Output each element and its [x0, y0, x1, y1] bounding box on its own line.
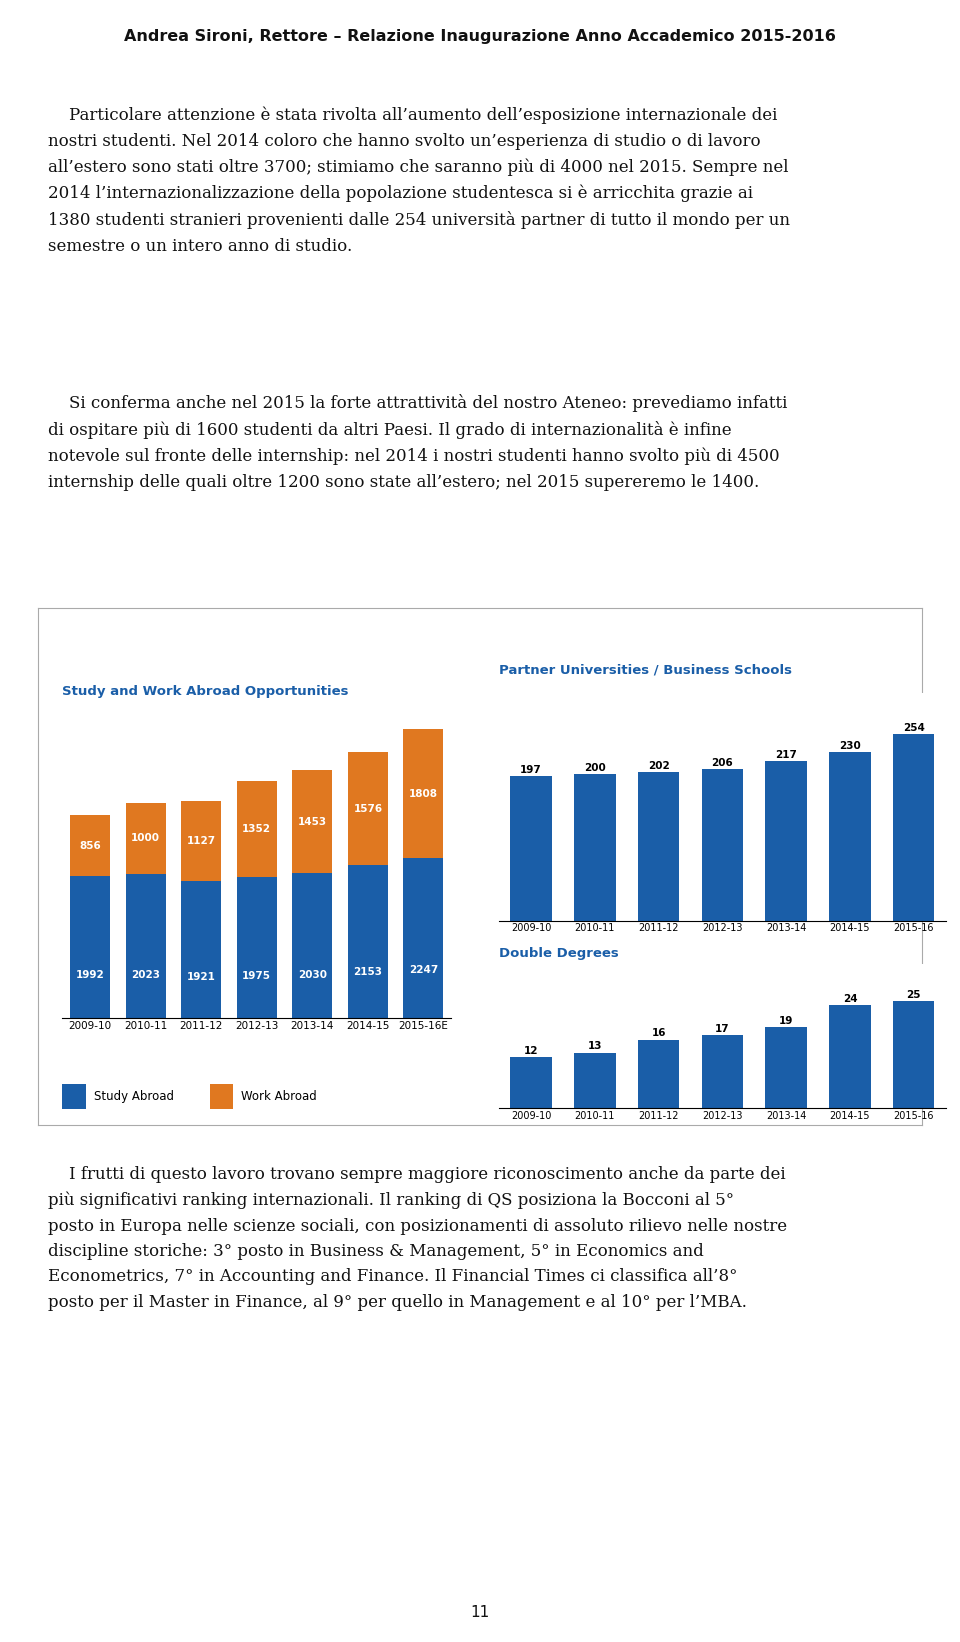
Text: 2153: 2153 [353, 967, 382, 977]
Text: International Exposure of Students: International Exposure of Students [287, 573, 673, 593]
Text: 11: 11 [470, 1604, 490, 1621]
Text: 1992: 1992 [76, 970, 105, 980]
Text: 1000: 1000 [132, 832, 160, 844]
Bar [293, 874, 332, 1018]
Text: I frutti di questo lavoro trovano sempre maggiore riconoscimento anche da parte : I frutti di questo lavoro trovano sempre… [48, 1166, 787, 1310]
Text: Andrea Sironi, Rettore – Relazione Inaugurazione Anno Accademico 2015-2016: Andrea Sironi, Rettore – Relazione Inaug… [124, 28, 836, 44]
Bar [403, 729, 444, 859]
Text: 254: 254 [902, 722, 924, 734]
Bar [574, 1053, 615, 1108]
Bar [70, 814, 110, 877]
Bar [62, 1084, 85, 1110]
Text: 197: 197 [520, 765, 542, 775]
Text: 206: 206 [711, 759, 733, 768]
Text: 1808: 1808 [409, 788, 438, 798]
Bar [126, 874, 166, 1018]
Text: 17: 17 [715, 1025, 730, 1034]
Text: 1921: 1921 [187, 972, 216, 982]
Bar [126, 803, 166, 874]
Bar [765, 1026, 807, 1108]
Bar [210, 1084, 233, 1110]
Bar [70, 877, 110, 1018]
Bar [348, 752, 388, 865]
Bar [637, 772, 680, 921]
Text: 230: 230 [839, 741, 861, 750]
Text: 19: 19 [779, 1015, 793, 1026]
Text: Study and Work Abroad Opportunities: Study and Work Abroad Opportunities [62, 685, 348, 698]
Bar [765, 762, 807, 921]
Bar [702, 1036, 743, 1108]
Text: Study Abroad: Study Abroad [93, 1090, 174, 1103]
Text: 1127: 1127 [186, 836, 216, 846]
Text: 200: 200 [584, 764, 606, 773]
Text: 2023: 2023 [132, 970, 160, 980]
Text: 25: 25 [906, 990, 921, 1000]
Bar [893, 1002, 934, 1108]
Bar [893, 734, 934, 921]
Bar [237, 782, 276, 877]
Text: 202: 202 [648, 762, 669, 772]
Bar [829, 752, 871, 921]
Bar [637, 1039, 680, 1108]
Text: 217: 217 [776, 750, 797, 760]
Bar [181, 801, 221, 882]
Text: 24: 24 [843, 993, 857, 1003]
Text: 1453: 1453 [298, 816, 327, 826]
Bar [293, 770, 332, 874]
Bar [511, 1057, 552, 1108]
Text: Si conferma anche nel 2015 la forte attrattività del nostro Ateneo: prevediamo i: Si conferma anche nel 2015 la forte attr… [48, 394, 787, 491]
Bar [511, 775, 552, 921]
Bar [181, 882, 221, 1018]
Text: 16: 16 [652, 1028, 666, 1038]
Text: Double Degrees: Double Degrees [499, 947, 619, 961]
Text: 2247: 2247 [409, 965, 438, 975]
Text: 1975: 1975 [242, 970, 272, 980]
Text: Partner Universities / Business Schools: Partner Universities / Business Schools [499, 663, 792, 677]
Bar [348, 865, 388, 1018]
Text: Work Abroad: Work Abroad [241, 1090, 317, 1103]
Text: 13: 13 [588, 1041, 602, 1051]
Bar [574, 773, 615, 921]
Text: 856: 856 [80, 841, 101, 851]
Bar [702, 768, 743, 921]
Bar [403, 859, 444, 1018]
Text: 12: 12 [524, 1046, 539, 1056]
Text: Particolare attenzione è stata rivolta all’aumento dell’esposizione internaziona: Particolare attenzione è stata rivolta a… [48, 107, 790, 255]
Bar [237, 877, 276, 1018]
Bar [829, 1005, 871, 1108]
Text: 2030: 2030 [298, 970, 326, 980]
Text: 1576: 1576 [353, 803, 382, 813]
Text: 1352: 1352 [242, 824, 272, 834]
